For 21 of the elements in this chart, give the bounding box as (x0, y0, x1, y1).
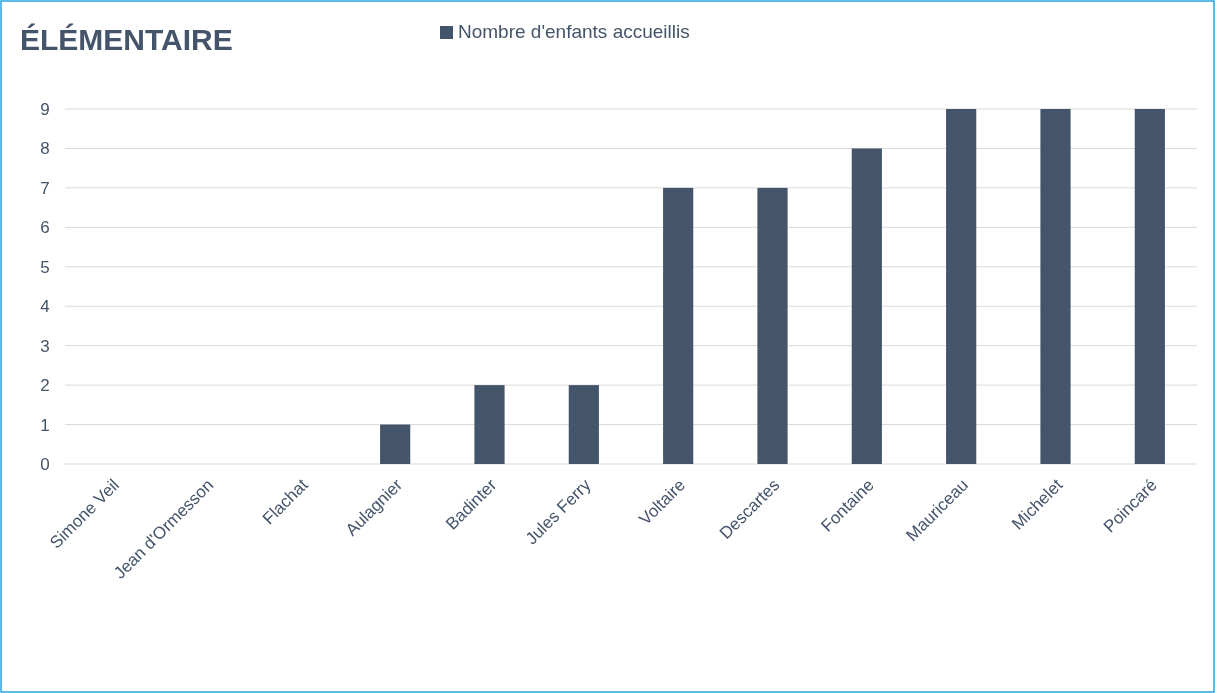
y-tick-label: 2 (40, 376, 50, 396)
bar (851, 148, 882, 464)
chart-title: ÉLÉMENTAIRE (20, 23, 233, 56)
bar (663, 187, 694, 464)
y-tick-label: 4 (40, 297, 50, 317)
bar (946, 109, 977, 464)
y-tick-label: 9 (40, 99, 50, 119)
bar (380, 424, 411, 464)
y-tick-label: 1 (40, 415, 50, 435)
legend-label: Nombre d'enfants accueillis (458, 21, 690, 42)
y-tick-label: 7 (40, 178, 50, 198)
bar (474, 385, 505, 464)
y-tick-label: 3 (40, 336, 50, 356)
bar (1040, 109, 1071, 464)
bar (757, 187, 788, 464)
y-tick-label: 8 (40, 139, 50, 159)
y-tick-label: 6 (40, 218, 50, 238)
bar (568, 385, 599, 464)
y-tick-label: 0 (40, 454, 50, 474)
bar (1134, 109, 1165, 464)
y-tick-label: 5 (40, 257, 50, 277)
